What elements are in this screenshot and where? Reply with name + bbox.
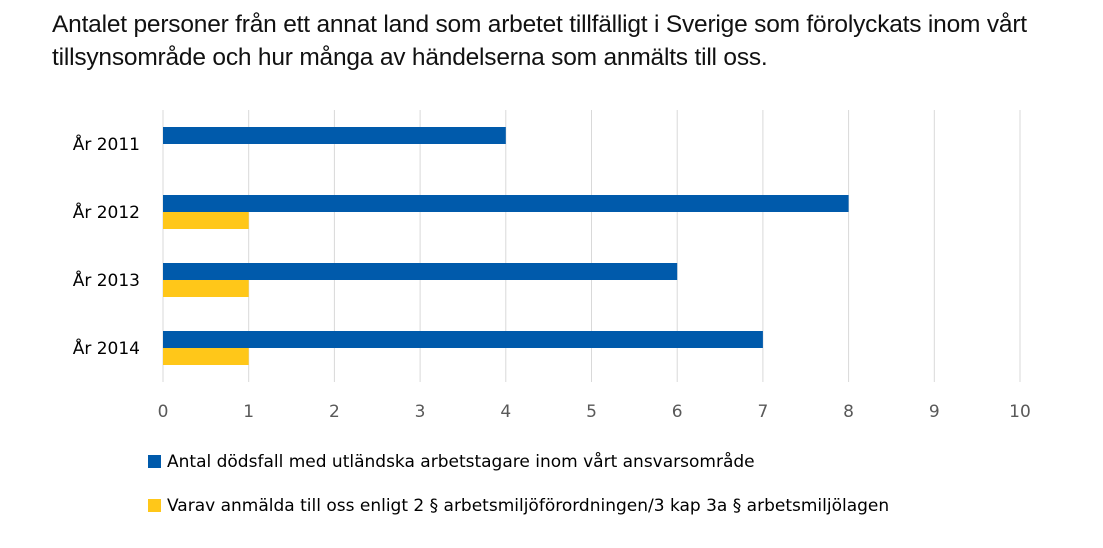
- x-tick-label: 7: [757, 402, 768, 422]
- legend-swatch-deaths: [148, 455, 161, 468]
- x-tick-label: 4: [500, 402, 511, 422]
- category-label: År 2011: [73, 133, 140, 155]
- bar-reported: [163, 348, 249, 365]
- legend-label-reported: Varav anmälda till oss enligt 2 § arbets…: [167, 496, 890, 516]
- x-tick-label: 0: [158, 402, 169, 422]
- bar-deaths: [163, 195, 849, 212]
- x-tick-label: 10: [1009, 402, 1031, 422]
- x-tick-label: 9: [929, 402, 940, 422]
- bar-deaths: [163, 263, 678, 280]
- chart-title-line-1: Antalet personer från ett annat land som…: [52, 11, 1027, 38]
- chart-title-line-2: tillsynsområde och hur många av händelse…: [52, 44, 768, 71]
- x-tick-label: 6: [672, 402, 683, 422]
- bar-reported: [163, 280, 249, 297]
- legend-label-deaths: Antal dödsfall med utländska arbetstagar…: [167, 452, 755, 472]
- x-tick-label: 5: [586, 402, 597, 422]
- legend-item-reported: Varav anmälda till oss enligt 2 § arbets…: [148, 496, 889, 516]
- category-label: År 2013: [73, 269, 140, 291]
- x-tick-label: 8: [843, 402, 854, 422]
- bar-reported: [163, 212, 249, 229]
- category-label: År 2014: [73, 337, 140, 359]
- chart-title: Antalet personer från ett annat land som…: [52, 8, 1072, 74]
- bar-deaths: [163, 127, 506, 144]
- x-tick-label: 3: [415, 402, 426, 422]
- legend-item-deaths: Antal dödsfall med utländska arbetstagar…: [148, 452, 755, 472]
- bar-deaths: [163, 331, 763, 348]
- category-label: År 2012: [73, 201, 140, 223]
- x-tick-label: 2: [329, 402, 340, 422]
- x-tick-label: 1: [243, 402, 254, 422]
- legend-swatch-reported: [148, 499, 161, 512]
